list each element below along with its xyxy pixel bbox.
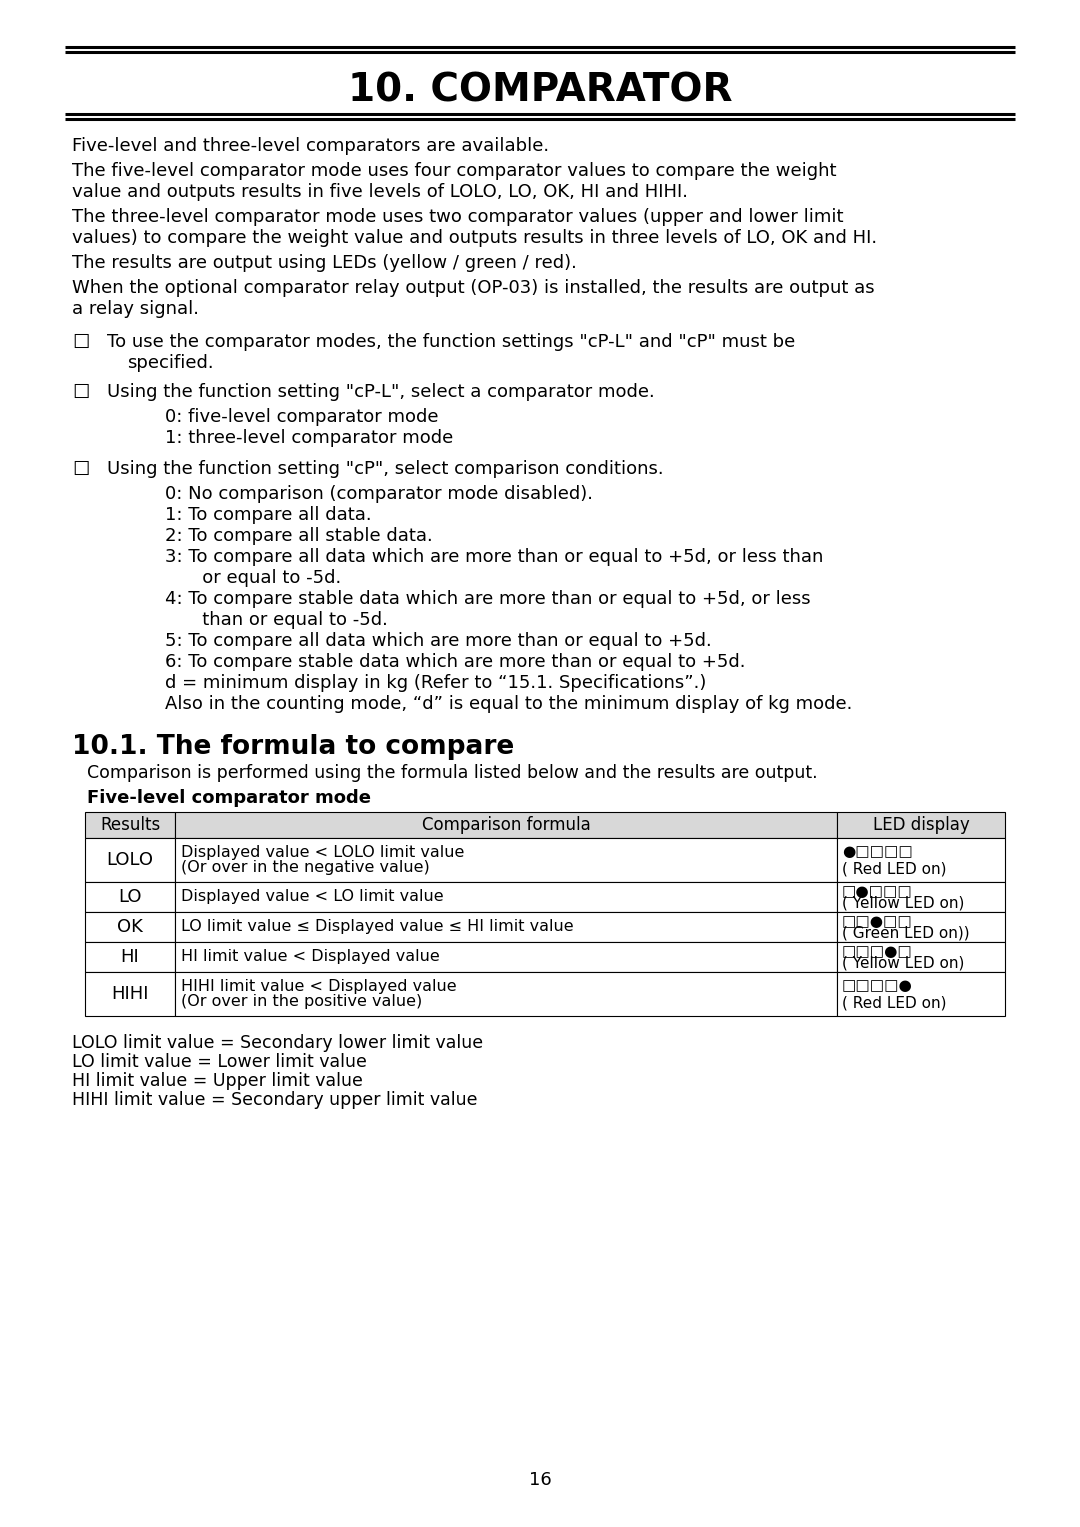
Text: HIHI: HIHI (111, 985, 149, 1003)
Text: 0: No comparison (comparator mode disabled).: 0: No comparison (comparator mode disabl… (165, 486, 593, 502)
Text: OK: OK (117, 918, 143, 936)
Bar (175, 883, 837, 912)
Bar (837, 812, 1005, 838)
Text: ( Yellow LED on): ( Yellow LED on) (842, 956, 964, 971)
Text: LO limit value = Lower limit value: LO limit value = Lower limit value (72, 1054, 367, 1070)
Text: Using the function setting "ᴄP", select comparison conditions.: Using the function setting "ᴄP", select … (107, 460, 663, 478)
Bar (837, 942, 1005, 973)
Text: The five-level comparator mode uses four comparator values to compare the weight: The five-level comparator mode uses four… (72, 162, 837, 180)
Text: value and outputs results in five levels of LOLO, LO, OK, HI and HIHI.: value and outputs results in five levels… (72, 183, 688, 202)
Text: HIHI limit value < Displayed value: HIHI limit value < Displayed value (181, 979, 457, 994)
Text: 4: To compare stable data which are more than or equal to +5d, or less: 4: To compare stable data which are more… (165, 589, 811, 608)
Text: than or equal to -5d.: than or equal to -5d. (185, 611, 388, 629)
Bar (85, 812, 175, 838)
Text: □□□●□: □□□●□ (842, 944, 913, 959)
Text: d = minimum display in kg (Refer to “15.1. Specifications”.): d = minimum display in kg (Refer to “15.… (165, 673, 706, 692)
Text: Displayed value < LO limit value: Displayed value < LO limit value (181, 890, 444, 904)
Text: a relay signal.: a relay signal. (72, 299, 199, 318)
Text: LED display: LED display (873, 815, 970, 834)
Bar (85, 912, 175, 942)
Text: 1: To compare all data.: 1: To compare all data. (165, 505, 372, 524)
Bar (85, 973, 175, 1015)
Text: 10. COMPARATOR: 10. COMPARATOR (348, 72, 732, 110)
Text: HI limit value < Displayed value: HI limit value < Displayed value (181, 950, 440, 965)
Text: 1: three-level comparator mode: 1: three-level comparator mode (165, 429, 454, 447)
Bar (85, 883, 175, 912)
Text: Also in the counting mode, “d” is equal to the minimum display of kg mode.: Also in the counting mode, “d” is equal … (165, 695, 852, 713)
Bar (837, 973, 1005, 1015)
Text: Results: Results (99, 815, 160, 834)
Bar (175, 838, 837, 883)
Text: The results are output using LEDs (yellow / green / red).: The results are output using LEDs (yello… (72, 253, 577, 272)
Text: ( Green LED on)): ( Green LED on)) (842, 925, 970, 941)
Text: LOLO: LOLO (107, 851, 153, 869)
Text: 0: five-level comparator mode: 0: five-level comparator mode (165, 408, 438, 426)
Text: To use the comparator modes, the function settings "ᴄP-L" and "ᴄP" must be: To use the comparator modes, the functio… (107, 333, 795, 351)
Bar (837, 912, 1005, 942)
Text: Five-level comparator mode: Five-level comparator mode (87, 789, 372, 806)
Text: ●□□□□: ●□□□□ (842, 844, 913, 858)
Text: specified.: specified. (127, 354, 214, 373)
Text: HI limit value = Upper limit value: HI limit value = Upper limit value (72, 1072, 363, 1090)
Bar (85, 942, 175, 973)
Text: 6: To compare stable data which are more than or equal to +5d.: 6: To compare stable data which are more… (165, 654, 745, 670)
Text: 10.1. The formula to compare: 10.1. The formula to compare (72, 734, 514, 760)
Text: The three-level comparator mode uses two comparator values (upper and lower limi: The three-level comparator mode uses two… (72, 208, 843, 226)
Text: ( Yellow LED on): ( Yellow LED on) (842, 895, 964, 910)
Text: ( Red LED on): ( Red LED on) (842, 861, 946, 876)
Text: ☐: ☐ (72, 383, 90, 402)
Text: LO limit value ≤ Displayed value ≤ HI limit value: LO limit value ≤ Displayed value ≤ HI li… (181, 919, 573, 935)
Text: □●□□□: □●□□□ (842, 884, 913, 898)
Text: Using the function setting "ᴄP-L", select a comparator mode.: Using the function setting "ᴄP-L", selec… (107, 383, 654, 402)
Bar (85, 838, 175, 883)
Text: ☐: ☐ (72, 460, 90, 479)
Bar (175, 973, 837, 1015)
Text: ☐: ☐ (72, 333, 90, 353)
Text: 3: To compare all data which are more than or equal to +5d, or less than: 3: To compare all data which are more th… (165, 548, 823, 567)
Text: (Or over in the negative value): (Or over in the negative value) (181, 860, 430, 875)
Text: □□□□●: □□□□● (842, 977, 913, 993)
Bar (175, 942, 837, 973)
Text: 5: To compare all data which are more than or equal to +5d.: 5: To compare all data which are more th… (165, 632, 712, 651)
Bar (837, 883, 1005, 912)
Text: 2: To compare all stable data.: 2: To compare all stable data. (165, 527, 433, 545)
Text: Five-level and three-level comparators are available.: Five-level and three-level comparators a… (72, 137, 549, 156)
Text: Comparison is performed using the formula listed below and the results are outpu: Comparison is performed using the formul… (87, 764, 818, 782)
Text: HIHI limit value = Secondary upper limit value: HIHI limit value = Secondary upper limit… (72, 1090, 477, 1109)
Text: 16: 16 (528, 1471, 552, 1489)
Text: Displayed value < LOLO limit value: Displayed value < LOLO limit value (181, 844, 464, 860)
Bar (175, 912, 837, 942)
Text: LO: LO (118, 889, 141, 906)
Text: values) to compare the weight value and outputs results in three levels of LO, O: values) to compare the weight value and … (72, 229, 877, 247)
Text: ( Red LED on): ( Red LED on) (842, 996, 946, 1011)
Bar (837, 838, 1005, 883)
Text: Comparison formula: Comparison formula (421, 815, 591, 834)
Text: HI: HI (121, 948, 139, 967)
Text: (Or over in the positive value): (Or over in the positive value) (181, 994, 422, 1009)
Text: LOLO limit value = Secondary lower limit value: LOLO limit value = Secondary lower limit… (72, 1034, 483, 1052)
Text: □□●□□: □□●□□ (842, 913, 913, 928)
Bar (175, 812, 837, 838)
Text: or equal to -5d.: or equal to -5d. (185, 570, 341, 586)
Text: When the optional comparator relay output (OP-03) is installed, the results are : When the optional comparator relay outpu… (72, 279, 875, 296)
